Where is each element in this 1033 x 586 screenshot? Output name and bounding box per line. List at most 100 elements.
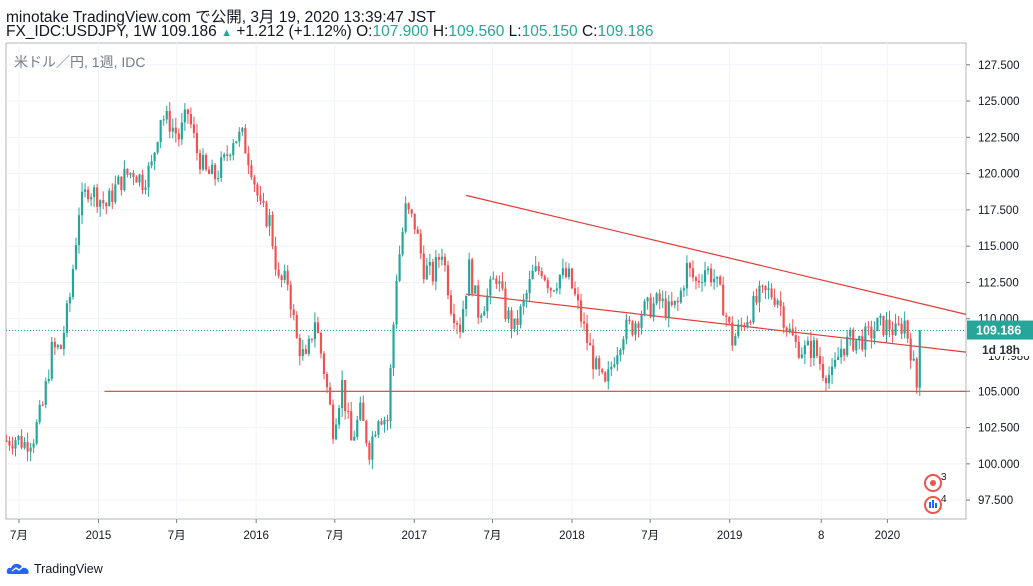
grid xyxy=(6,43,966,519)
candle-body xyxy=(622,339,625,351)
candle-body xyxy=(395,280,398,325)
symbol-label: FX_IDC:USDJPY, 1W xyxy=(6,23,157,40)
candle-body xyxy=(304,349,307,354)
price-axis[interactable]: 97.500100.000102.500105.000107.500110.00… xyxy=(966,60,1033,507)
candle-body xyxy=(561,268,564,275)
candle-body xyxy=(301,349,304,357)
candle-body xyxy=(673,300,676,305)
candle-body xyxy=(295,315,298,338)
chart-badges[interactable]: 34 xyxy=(924,472,947,514)
x-tick-label: 2018 xyxy=(559,530,585,542)
candle-body xyxy=(341,380,344,409)
candle-body xyxy=(876,317,879,332)
candle-body xyxy=(489,279,492,296)
candle-body xyxy=(29,447,32,452)
candle-body xyxy=(377,421,380,435)
candle-body xyxy=(537,266,540,272)
trendline[interactable] xyxy=(466,293,967,353)
candle-body xyxy=(93,187,96,198)
candle-body xyxy=(713,278,716,283)
candle-body xyxy=(573,288,577,295)
candle-body xyxy=(289,284,292,310)
candle-body xyxy=(220,157,223,178)
candle-body xyxy=(449,295,453,314)
candle-body xyxy=(797,341,800,358)
close-value: 109.186 xyxy=(597,23,654,40)
candle-body xyxy=(740,324,743,326)
candle-body xyxy=(855,340,858,351)
candle-body xyxy=(858,335,861,341)
candle-body xyxy=(492,278,495,280)
candle-body xyxy=(567,268,571,278)
candle-body xyxy=(147,165,150,188)
candle-body xyxy=(682,288,685,291)
candle-body xyxy=(652,303,655,318)
candle-body xyxy=(679,290,682,303)
candle-body xyxy=(710,268,713,283)
candle-body xyxy=(198,153,202,170)
candle-body xyxy=(697,280,701,283)
tradingview-cloud-icon xyxy=(6,563,29,574)
close-label: C: xyxy=(581,23,598,40)
price-label-bg xyxy=(967,320,1033,340)
candle-body xyxy=(706,268,710,271)
candle-body xyxy=(525,293,528,300)
candle-body xyxy=(552,290,555,292)
candle-body xyxy=(812,340,816,358)
y-tick-label: 127.500 xyxy=(978,60,1020,72)
candle-body xyxy=(519,306,522,325)
candle-body xyxy=(455,322,459,325)
candle-body xyxy=(601,369,604,373)
candle-body xyxy=(195,132,199,154)
candle-body xyxy=(846,336,849,356)
candle-body xyxy=(903,320,906,334)
candle-body xyxy=(328,387,332,405)
candle-body xyxy=(852,329,855,351)
candle-body xyxy=(658,293,661,302)
last-price: 109.186 xyxy=(160,23,217,40)
candle-body xyxy=(226,154,229,156)
candle-body xyxy=(356,419,359,437)
candle-body xyxy=(791,328,794,336)
y-tick-label: 102.500 xyxy=(978,423,1020,435)
candle-body xyxy=(694,277,698,281)
candle-body xyxy=(141,174,144,190)
candle-body xyxy=(259,195,262,201)
candle-body xyxy=(232,143,235,156)
badge-count: 4 xyxy=(941,494,947,505)
candle-body xyxy=(380,421,383,425)
candle-body xyxy=(643,301,646,315)
candle-body xyxy=(788,328,791,332)
candle-body xyxy=(803,345,806,355)
candle-body xyxy=(477,285,480,318)
candle-body xyxy=(159,120,162,143)
candle-body xyxy=(189,114,193,125)
candle-body xyxy=(522,299,525,307)
candle-body xyxy=(310,338,313,340)
candle-body xyxy=(761,285,764,287)
candle-body xyxy=(661,298,664,302)
candle-body xyxy=(906,320,909,339)
time-axis[interactable]: 7月 2015 7月 2016 7月 2017 7月 2018 7月 2019 8 2020 xyxy=(10,519,900,542)
trendlines[interactable] xyxy=(104,194,967,392)
candle-body xyxy=(646,297,649,302)
candle-body xyxy=(809,340,812,358)
candle-body xyxy=(65,303,69,333)
trendline[interactable] xyxy=(465,194,967,315)
candle-body xyxy=(77,215,81,246)
candle-body xyxy=(912,358,915,361)
candle-body xyxy=(900,323,903,334)
candle-body xyxy=(280,275,283,280)
candle-body xyxy=(625,319,628,340)
candle-body xyxy=(725,315,728,318)
price-label: 109.186 xyxy=(976,324,1021,338)
y-tick-label: 125.000 xyxy=(978,96,1020,108)
candle-body xyxy=(818,355,822,364)
candle-body xyxy=(99,200,102,207)
candle-body xyxy=(244,128,247,154)
candle-body xyxy=(129,172,132,175)
candle-body xyxy=(824,377,828,384)
candle-body xyxy=(108,190,111,207)
candle-body xyxy=(407,203,410,210)
